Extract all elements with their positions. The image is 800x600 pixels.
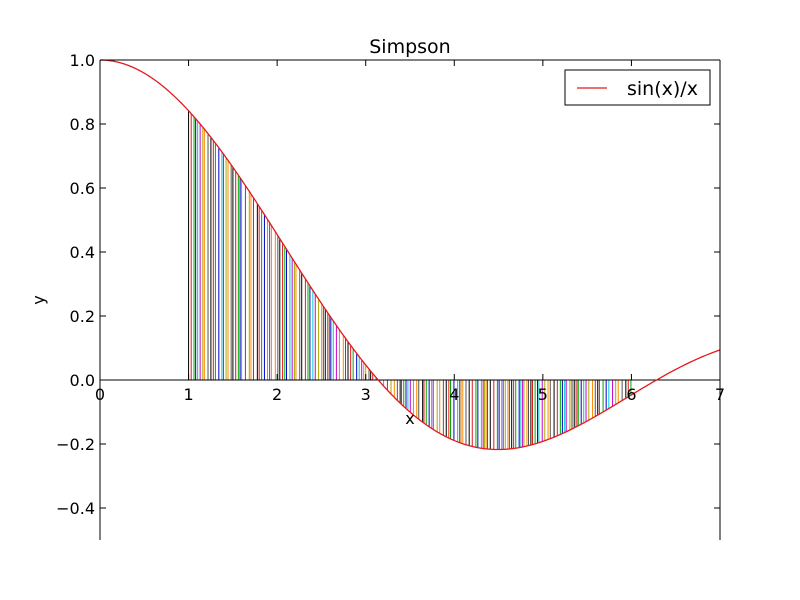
x-tick-label: 6 (626, 385, 636, 404)
x-tick-label: 3 (361, 385, 371, 404)
chart-title: Simpson (369, 36, 450, 58)
y-tick-label: −0.2 (56, 435, 95, 454)
x-tick-label: 7 (715, 385, 725, 404)
y-tick-label: 0.4 (70, 243, 95, 262)
x-axis-label: x (405, 409, 414, 428)
x-tick-label: 1 (183, 385, 193, 404)
y-tick-label: −0.4 (56, 499, 95, 518)
axes-frame (99, 59, 721, 540)
y-tick-label: 0.8 (70, 115, 95, 134)
curve-layer (99, 59, 721, 451)
series-line-sinx-over-x (99, 59, 721, 451)
legend-entry-label: sin(x)/x (627, 78, 698, 100)
y-tick-label: 0.2 (70, 307, 95, 326)
x-tick-label: 4 (449, 385, 459, 404)
legend-box (564, 69, 711, 106)
legend: sin(x)/x (564, 69, 711, 106)
integration-strips (188, 110, 632, 450)
x-tick-label: 2 (272, 385, 282, 404)
y-tick-label: 0.0 (70, 371, 95, 390)
y-tick-label: 0.6 (70, 179, 95, 198)
x-tick-label: 5 (538, 385, 548, 404)
y-axis-label: y (29, 295, 48, 304)
x-tick-label: 0 (95, 385, 105, 404)
y-tick-label: 1.0 (70, 51, 95, 70)
axis-ticks: 0 1 2 3 4 5 6 7 −0.4 −0.2 0.0 0.2 0.4 0.6 0.8 1.0 (56, 51, 725, 518)
